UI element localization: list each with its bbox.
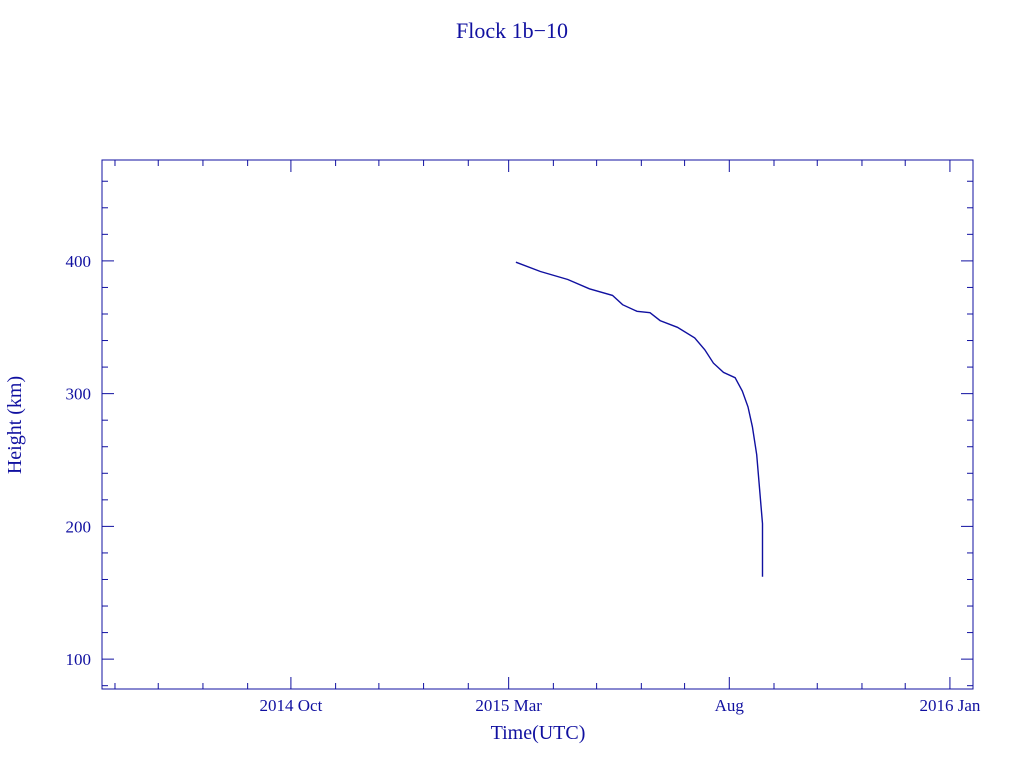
series-line [515,261,764,577]
chart-title: Flock 1b−10 [456,18,568,43]
y-tick-label: 400 [66,252,92,271]
x-tick-label: 2014 Oct [260,696,323,715]
x-tick-label: 2016 Jan [919,696,980,715]
x-tick-label: Aug [715,696,745,715]
y-tick-label: 200 [66,517,92,536]
x-tick-label: 2015 Mar [475,696,542,715]
y-axis-label: Height (km) [4,376,26,474]
x-axis-label: Time(UTC) [491,722,586,744]
y-tick-label: 300 [66,385,92,404]
plot-frame [101,159,974,690]
y-tick-label: 100 [66,650,92,669]
